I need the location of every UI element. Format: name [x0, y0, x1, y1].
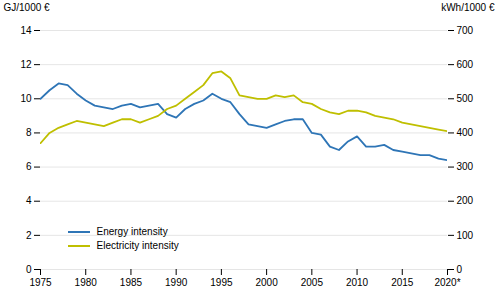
svg-text:4: 4 [26, 195, 32, 206]
svg-text:2: 2 [26, 230, 32, 241]
svg-text:100: 100 [457, 230, 474, 241]
svg-text:300: 300 [457, 161, 474, 172]
html-text:Energy intensity: Energy intensity [96, 226, 168, 238]
svg-text:1995: 1995 [210, 277, 233, 288]
svg-text:400: 400 [457, 127, 474, 138]
svg-text:600: 600 [457, 59, 474, 70]
svg-text:14: 14 [20, 25, 32, 36]
svg-text:1990: 1990 [165, 277, 188, 288]
svg-text:1985: 1985 [120, 277, 143, 288]
svg-text:GJ/1000 €: GJ/1000 € [4, 2, 51, 13]
svg-text:10: 10 [20, 93, 32, 104]
svg-text:1975: 1975 [29, 277, 52, 288]
svg-text:0: 0 [26, 264, 32, 275]
svg-text:kWh/1000 €: kWh/1000 € [441, 2, 495, 13]
svg-text:2000: 2000 [255, 277, 278, 288]
svg-text:6: 6 [26, 161, 32, 172]
html-text:Electricity intensity: Electricity intensity [96, 239, 179, 251]
svg-text:700: 700 [457, 25, 474, 36]
svg-text:0: 0 [457, 264, 463, 275]
svg-text:12: 12 [20, 59, 32, 70]
svg-text:500: 500 [457, 93, 474, 104]
svg-text:200: 200 [457, 195, 474, 206]
svg-text:2020*: 2020* [434, 277, 460, 288]
svg-text:1980: 1980 [75, 277, 98, 288]
svg-text:2010: 2010 [346, 277, 369, 288]
svg-text:2005: 2005 [301, 277, 324, 288]
svg-text:8: 8 [26, 127, 32, 138]
svg-text:2015: 2015 [391, 277, 414, 288]
